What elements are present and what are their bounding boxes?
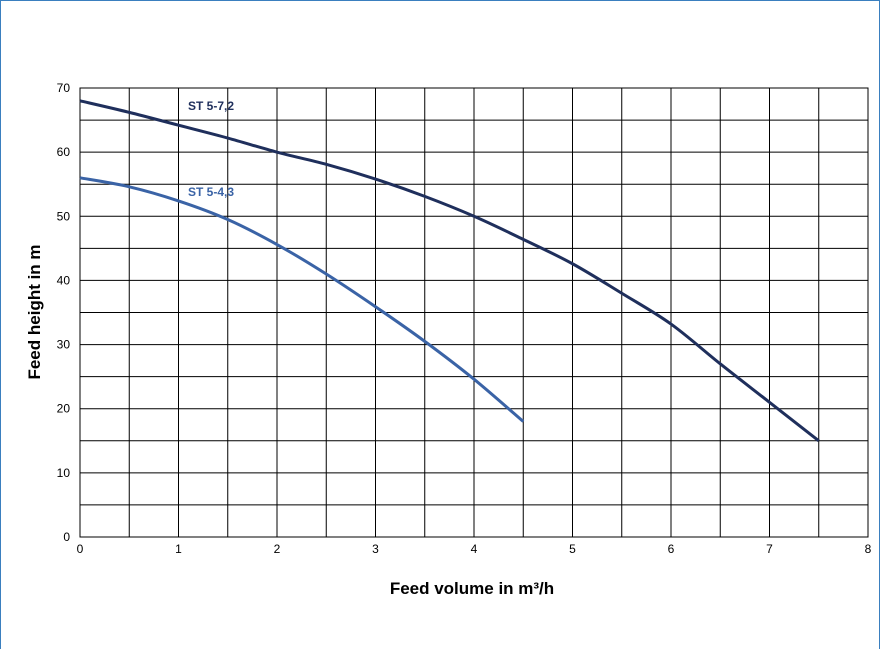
series-labels: ST 5-7,2 ST 5-4,3 xyxy=(188,99,234,199)
x-axis-title: Feed volume in m³/h xyxy=(390,579,554,598)
y-tick-label: 60 xyxy=(57,145,71,159)
x-tick-label: 2 xyxy=(274,542,281,556)
y-tick-label: 70 xyxy=(57,81,71,95)
series-label-1: ST 5-7,2 xyxy=(188,99,234,113)
y-tick-label: 20 xyxy=(57,402,71,416)
x-tick-label: 8 xyxy=(865,542,872,556)
series-label-2: ST 5-4,3 xyxy=(188,185,234,199)
x-tick-label: 3 xyxy=(372,542,379,556)
series-line-1 xyxy=(79,99,820,442)
x-tick-label: 0 xyxy=(77,542,84,556)
y-tick-labels: 0 10 20 30 40 50 60 70 xyxy=(57,81,71,544)
y-tick-label: 30 xyxy=(57,338,71,352)
x-tick-label: 4 xyxy=(471,542,478,556)
x-tick-label: 5 xyxy=(569,542,576,556)
y-axis-title: Feed height in m xyxy=(25,244,44,379)
x-tick-label: 6 xyxy=(668,542,675,556)
grid xyxy=(79,87,869,538)
x-tick-labels: 0 1 2 3 4 5 6 7 8 xyxy=(77,542,872,556)
x-tick-label: 7 xyxy=(766,542,773,556)
series-lines xyxy=(79,99,820,442)
series-line-2 xyxy=(79,176,525,423)
y-tick-label: 10 xyxy=(57,466,71,480)
y-tick-label: 0 xyxy=(63,530,70,544)
y-tick-label: 50 xyxy=(57,209,71,223)
x-tick-label: 1 xyxy=(175,542,182,556)
y-tick-label: 40 xyxy=(57,273,71,287)
plot-border xyxy=(79,87,869,538)
